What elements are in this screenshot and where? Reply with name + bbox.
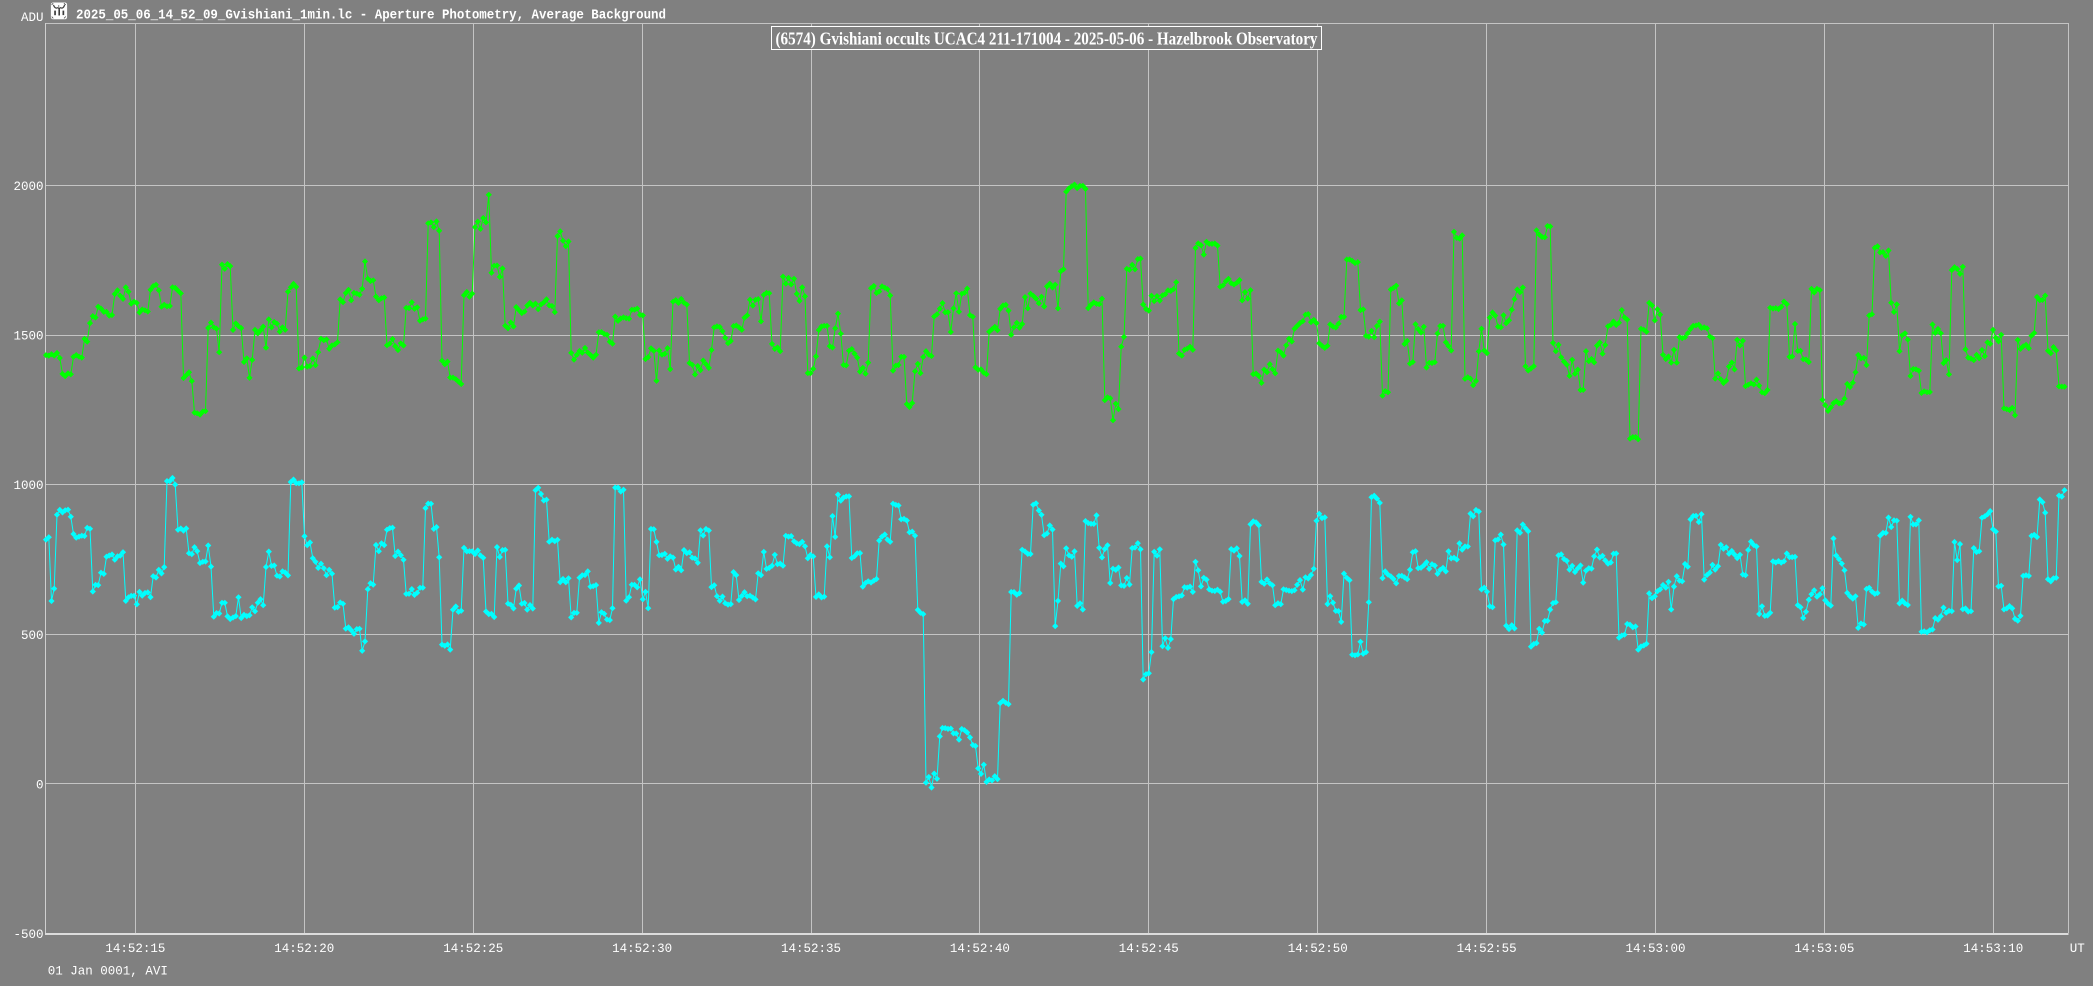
svg-text:14:52:40: 14:52:40 (950, 942, 1010, 956)
svg-text:14:52:20: 14:52:20 (274, 942, 334, 956)
svg-text:1500: 1500 (13, 330, 43, 344)
svg-text:2025_05_06_14_52_09_Gvishiani_: 2025_05_06_14_52_09_Gvishiani_1min.lc - … (76, 8, 666, 23)
svg-text:500: 500 (21, 629, 44, 643)
svg-text:01 Jan 0001, AVI: 01 Jan 0001, AVI (48, 964, 168, 978)
svg-text:14:52:25: 14:52:25 (443, 942, 503, 956)
svg-text:14:52:15: 14:52:15 (105, 942, 165, 956)
svg-text:14:52:30: 14:52:30 (612, 942, 672, 956)
svg-text:(6574) Gvishiani occults UCAC4: (6574) Gvishiani occults UCAC4 211-17100… (776, 29, 1318, 50)
svg-text:14:53:00: 14:53:00 (1625, 942, 1685, 956)
svg-text:ADU: ADU (21, 11, 44, 25)
svg-text:0: 0 (36, 778, 44, 792)
svg-text:14:52:45: 14:52:45 (1119, 942, 1179, 956)
svg-text:-500: -500 (13, 928, 43, 942)
svg-text:2000: 2000 (13, 180, 43, 194)
svg-text:14:53:10: 14:53:10 (1963, 942, 2023, 956)
svg-text:14:52:50: 14:52:50 (1288, 942, 1348, 956)
svg-text:14:52:35: 14:52:35 (781, 942, 841, 956)
svg-text:1000: 1000 (13, 479, 43, 493)
svg-text:UT: UT (2070, 942, 2086, 956)
svg-text:14:53:05: 14:53:05 (1794, 942, 1854, 956)
svg-text:14:52:55: 14:52:55 (1457, 942, 1517, 956)
